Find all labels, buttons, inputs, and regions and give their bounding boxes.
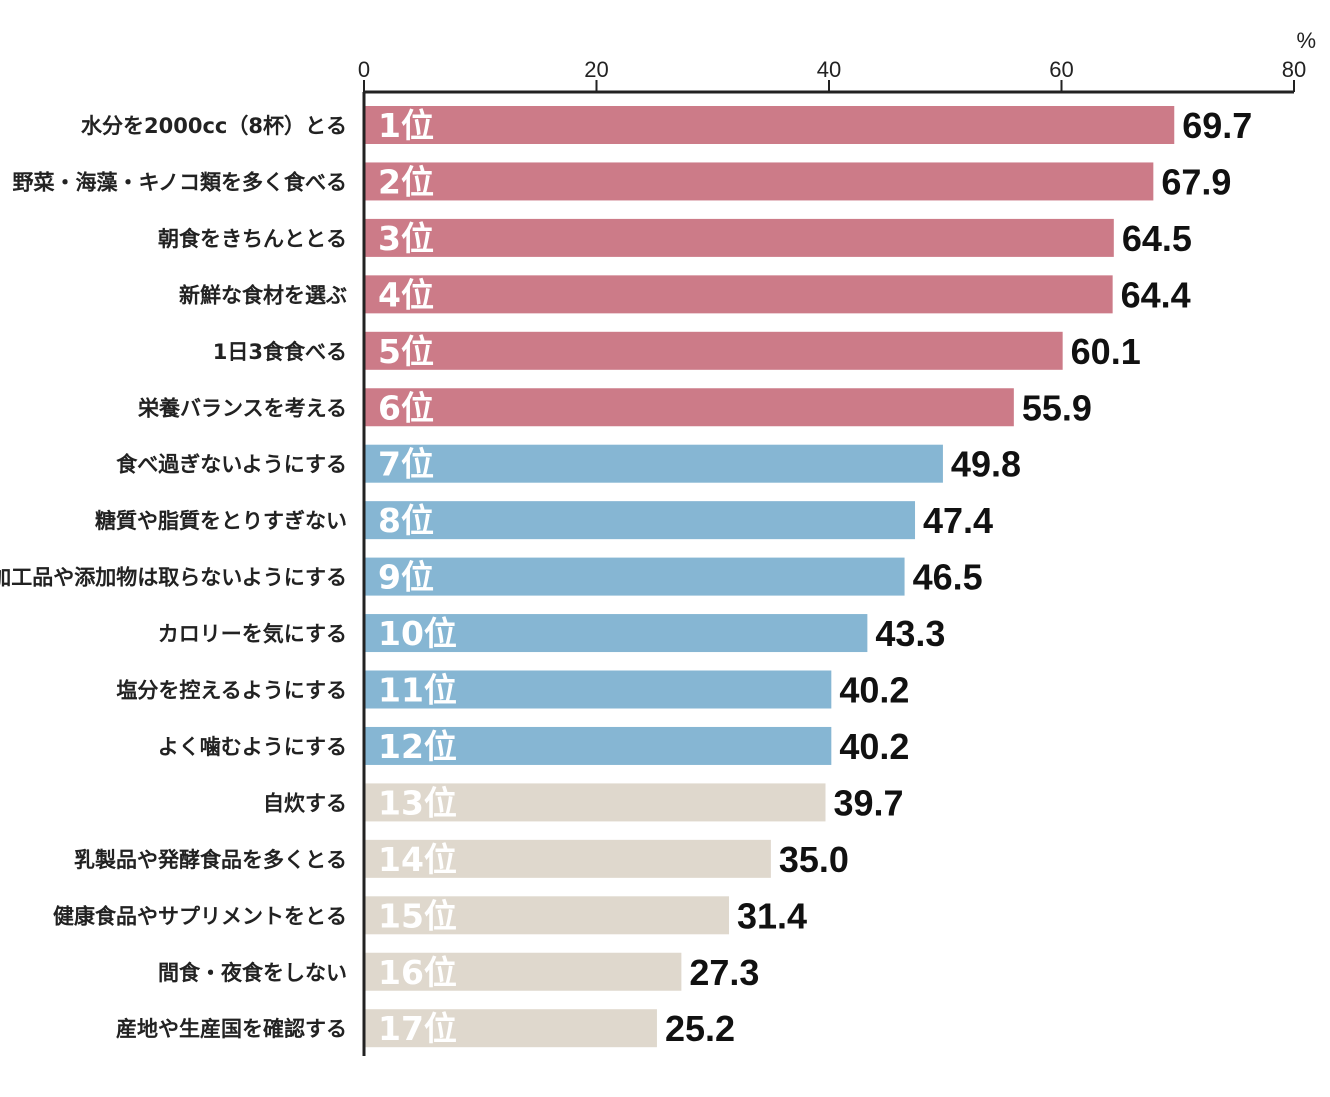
rank-label: 16位 [378,953,457,992]
value-label: 64.4 [1121,274,1191,315]
category-label: 健康食品やサプリメントをとる [53,904,347,928]
category-label: 食べ過ぎないようにする [116,453,347,477]
category-label: 自炊する [263,791,347,815]
value-label: 43.3 [875,613,945,654]
value-label: 40.2 [839,726,909,767]
rank-label: 8位 [378,501,434,540]
bar [364,726,832,765]
bar [364,614,868,653]
bar [364,501,916,540]
category-label: 加工品や添加物は取らないようにする [0,566,347,590]
rank-label: 17位 [378,1009,457,1048]
bar [364,1009,657,1048]
bar [364,218,1114,257]
x-tick-label: 20 [584,57,608,82]
x-tick-label: 60 [1049,57,1073,82]
bar [364,839,771,878]
value-label: 67.9 [1161,161,1231,202]
category-label: 朝食をきちんととる [158,227,347,251]
category-label: 産地や生産国を確認する [116,1017,347,1041]
category-label: 乳製品や発酵食品を多くとる [74,848,347,872]
bar [364,783,826,822]
axis-group: 0 20 40 60 80 [358,57,1306,1056]
category-label: 糖質や脂質をとりすぎない [95,509,347,533]
category-label: 新鮮な食材を選ぶ [179,283,347,307]
value-label: 49.8 [951,444,1021,485]
rank-label: 14位 [378,840,457,879]
category-label: 1日3食食べる [213,340,347,364]
value-label: 39.7 [834,782,904,823]
bar [364,162,1154,201]
value-label: 25.2 [665,1008,735,1049]
rank-label: 12位 [378,727,457,766]
rank-label: 10位 [378,614,457,653]
value-label: 64.5 [1122,218,1192,259]
value-label: 35.0 [779,839,849,880]
value-label: 46.5 [913,557,983,598]
bar [364,896,730,935]
category-label: 間食・夜食をしない [158,961,347,985]
category-label: 水分を2000cc（8杯）とる [81,114,347,138]
bar [364,952,682,991]
x-tick-label: 40 [817,57,841,82]
bar [364,275,1113,314]
x-tick-label: 80 [1282,57,1306,82]
category-label: 野菜・海藻・キノコ類を多く食べる [12,170,347,194]
rank-label: 9位 [378,558,434,597]
bars-group: 1位 69.7 水分を2000cc（8杯）とる 2位 67.9 野菜・海藻・キノコ類を多く… [0,105,1252,1049]
bar [364,106,1175,144]
bar [364,388,1014,427]
rank-label: 6位 [378,388,434,427]
category-label: よく噛むようにする [158,735,347,759]
x-tick-label: 0 [358,57,370,82]
rank-label: 13位 [378,783,457,822]
rank-label: 2位 [378,162,434,201]
bar [364,444,943,483]
value-label: 55.9 [1022,387,1092,428]
value-label: 60.1 [1071,331,1141,372]
rank-label: 7位 [378,445,434,484]
category-label: 塩分を控えるようにする [116,679,347,703]
category-label: 栄養バランスを考える [137,396,347,420]
rank-label: 4位 [378,275,434,314]
bar [364,331,1063,370]
unit-label: % [1296,28,1316,53]
value-label: 47.4 [923,500,993,541]
rank-label: 5位 [378,332,434,371]
bar [364,557,905,596]
rank-label: 3位 [378,219,434,258]
value-label: 31.4 [737,895,807,936]
value-label: 69.7 [1182,105,1252,146]
rank-label: 1位 [378,106,434,145]
rank-label: 15位 [378,896,457,935]
category-label: カロリーを気にする [158,622,347,646]
value-label: 27.3 [689,952,759,993]
rank-label: 11位 [378,671,457,710]
bar [364,670,832,709]
value-label: 40.2 [839,670,909,711]
